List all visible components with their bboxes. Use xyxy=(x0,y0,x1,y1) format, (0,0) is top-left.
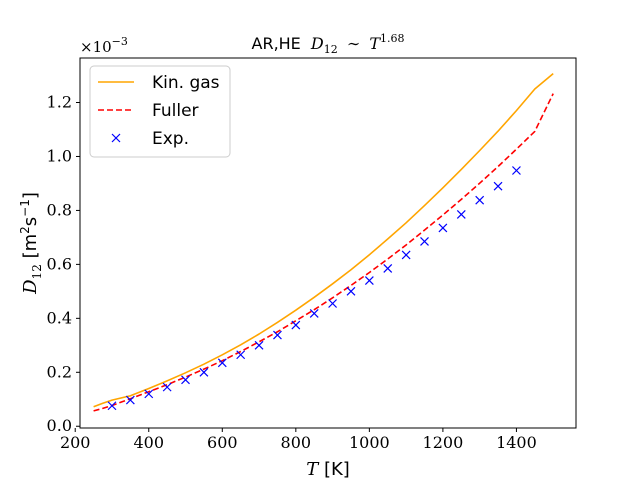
data-point-exp xyxy=(309,309,319,318)
data-point-exp xyxy=(236,350,246,360)
data-point-exp xyxy=(328,299,338,308)
x-tick-label: 1000 xyxy=(349,433,390,452)
legend-label-fuller: Fuller xyxy=(152,101,199,121)
x-axis-ticks: 200 400 600 800 1000 1200 1400 xyxy=(60,428,537,452)
series-line-fuller xyxy=(93,93,554,412)
y-axis-offset-label: ×10−3 xyxy=(80,35,128,56)
y-tick-label: 0.2 xyxy=(47,362,72,381)
data-point-exp xyxy=(254,340,264,350)
legend: Kin. gas Fuller Exp. xyxy=(89,65,231,158)
series-line-kin-gas xyxy=(93,72,554,408)
legend-label-exp: Exp. xyxy=(152,129,189,149)
data-point-exp xyxy=(346,286,356,296)
data-point-exp xyxy=(364,276,374,285)
plot-frame xyxy=(79,57,577,429)
data-point-exp xyxy=(456,210,466,219)
data-point-exp xyxy=(181,375,190,385)
y-axis-ticks: 0.0 0.2 0.4 0.6 0.8 1.0 1.2 xyxy=(47,93,80,435)
data-point-exp xyxy=(493,181,503,191)
y-tick-label: 1.0 xyxy=(47,146,72,165)
legend-swatch-exp xyxy=(111,133,121,143)
y-tick-label: 1.2 xyxy=(47,93,72,112)
y-tick-label: 0.0 xyxy=(47,416,72,435)
data-point-exp xyxy=(273,330,282,340)
legend-label-kin-gas: Kin. gas xyxy=(152,73,220,93)
data-point-exp xyxy=(125,395,135,405)
x-tick-label: 400 xyxy=(133,433,164,452)
x-tick-label: 200 xyxy=(60,433,91,452)
data-point-exp xyxy=(291,320,301,330)
data-point-exp xyxy=(475,195,485,205)
data-point-exp xyxy=(217,358,227,368)
data-point-exp xyxy=(401,250,411,260)
data-point-exp xyxy=(438,223,448,233)
x-tick-label: 1400 xyxy=(496,433,537,452)
data-point-exp xyxy=(383,264,393,273)
x-tick-label: 800 xyxy=(281,433,312,452)
data-point-exp xyxy=(512,166,521,175)
x-axis-label: T [K] xyxy=(306,459,350,480)
legend-box xyxy=(89,65,231,158)
data-point-exp xyxy=(144,389,154,399)
y-tick-label: 0.8 xyxy=(47,200,72,219)
data-point-exp xyxy=(420,237,429,246)
y-tick-label: 0.6 xyxy=(47,254,72,273)
data-point-exp xyxy=(199,367,209,377)
data-point-exp xyxy=(107,401,117,411)
data-point-exp xyxy=(162,382,172,392)
y-tick-label: 0.4 xyxy=(47,308,72,327)
x-tick-label: 600 xyxy=(207,433,238,452)
series-layer xyxy=(93,72,554,412)
chart-title: AR,HE D12 ∼ T1.68 xyxy=(252,32,405,57)
x-tick-label: 1200 xyxy=(423,433,464,452)
y-axis-label: D12 [m2s−1] xyxy=(18,192,44,295)
